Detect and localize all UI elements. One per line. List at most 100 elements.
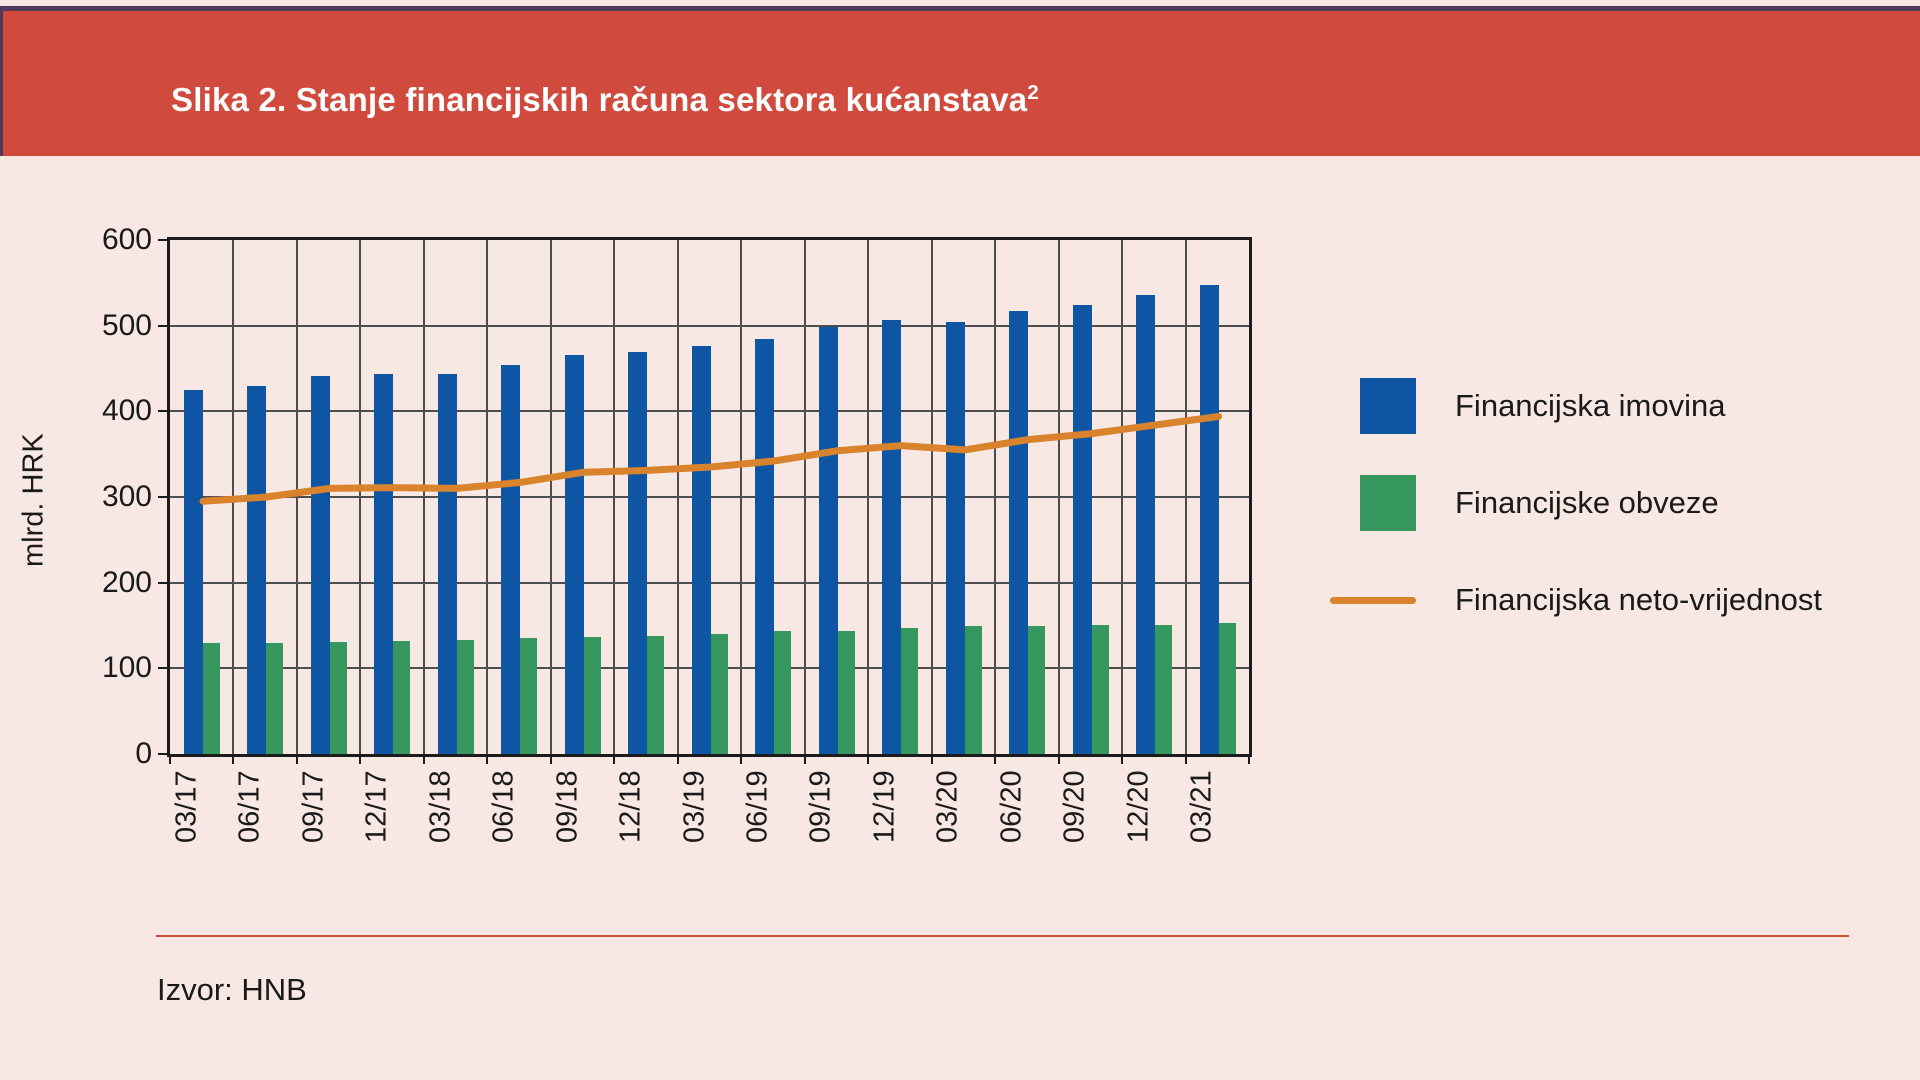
- x-tick-label-06/19: 06/19: [741, 770, 774, 843]
- liability-bar-06/18: [520, 638, 538, 754]
- y-axis-title: mlrd. HRK: [17, 433, 50, 567]
- v-gridline: [295, 240, 298, 754]
- h-gridline-500: [170, 324, 1249, 327]
- x-tick-label-09/17: 09/17: [297, 770, 330, 843]
- x-axis-tick: [930, 757, 933, 764]
- x-axis-tick: [422, 757, 425, 764]
- x-tick-label-09/20: 09/20: [1058, 770, 1091, 843]
- x-tick-label-09/19: 09/19: [804, 770, 837, 843]
- net-worth-line: [199, 413, 1223, 505]
- v-gridline: [549, 240, 552, 754]
- v-gridline: [676, 240, 679, 754]
- y-axis-tick: [158, 324, 167, 327]
- liability-bar-03/21: [1218, 622, 1236, 754]
- asset-bar-12/19: [882, 319, 902, 754]
- x-axis-tick: [549, 757, 552, 764]
- v-gridline: [867, 240, 870, 754]
- asset-bar-09/17: [310, 376, 330, 754]
- y-tick-label-400: 400: [101, 394, 152, 428]
- asset-bar-06/19: [755, 338, 775, 754]
- chart-plot-inner: [169, 240, 1250, 764]
- x-axis-tick: [359, 757, 362, 764]
- x-tick-label-03/20: 03/20: [931, 770, 964, 843]
- y-tick-label-0: 0: [135, 737, 152, 770]
- liability-bar-09/20: [1091, 624, 1109, 754]
- y-axis-tick: [158, 753, 167, 755]
- asset-bar-09/20: [1072, 305, 1092, 754]
- x-axis-tick: [676, 757, 679, 764]
- x-tick-label-03/19: 03/19: [678, 770, 710, 843]
- asset-bar-03/21: [1199, 285, 1219, 754]
- legend-swatch-2: [1360, 475, 1416, 531]
- v-gridline: [422, 240, 425, 754]
- source-note: Izvor: HNB: [157, 972, 307, 1007]
- asset-bar-12/20: [1136, 294, 1156, 754]
- liability-bar-03/19: [710, 634, 728, 754]
- v-gridline: [930, 240, 933, 754]
- x-axis-tick: [232, 757, 235, 764]
- liability-bar-03/17: [203, 642, 220, 754]
- liability-bar-03/20: [964, 626, 982, 754]
- liability-bar-06/17: [266, 642, 284, 754]
- liability-bar-12/17: [393, 640, 411, 754]
- v-gridline: [994, 240, 997, 754]
- y-axis-tick: [158, 496, 167, 498]
- asset-bar-03/20: [945, 322, 965, 754]
- asset-bar-06/17: [247, 385, 267, 754]
- liability-bar-06/19: [774, 631, 792, 754]
- y-axis-tick: [158, 410, 167, 413]
- asset-bar-12/17: [374, 374, 394, 754]
- y-tick-label-600: 600: [101, 223, 152, 256]
- page-top-border: [0, 6, 1920, 11]
- x-axis-tick: [295, 757, 298, 764]
- x-axis-tick: [867, 757, 870, 764]
- x-tick-label-12/18: 12/18: [614, 770, 647, 843]
- x-axis-tick: [613, 757, 616, 764]
- v-gridline: [613, 240, 616, 754]
- liability-bar-12/20: [1155, 624, 1173, 754]
- legend-label-3: Financijska neto-vrijednost: [1455, 582, 1823, 617]
- x-axis-tick: [169, 757, 171, 764]
- v-gridline: [803, 240, 806, 754]
- y-axis-tick: [158, 581, 167, 584]
- x-tick-label-03/18: 03/18: [424, 770, 457, 843]
- asset-bar-09/18: [564, 354, 584, 754]
- v-gridline: [486, 240, 489, 754]
- x-axis-tick: [1057, 757, 1060, 764]
- asset-bar-03/19: [691, 346, 711, 754]
- y-tick-label-500: 500: [101, 308, 152, 342]
- liability-bar-12/19: [901, 628, 919, 754]
- liability-bar-12/18: [647, 635, 665, 754]
- legend-label-1: Financijska imovina: [1455, 388, 1726, 423]
- chart-plot-area: [167, 237, 1252, 764]
- v-gridline: [1184, 240, 1187, 754]
- v-gridline: [1121, 240, 1124, 754]
- x-tick-label-12/17: 12/17: [360, 770, 393, 843]
- x-axis-tick: [1184, 757, 1187, 764]
- legend-label-2: Financijske obveze: [1455, 485, 1719, 520]
- x-axis-tick: [486, 757, 489, 764]
- liability-bar-09/17: [329, 641, 347, 754]
- x-tick-label-12/19: 12/19: [868, 770, 901, 843]
- footer-divider: [156, 935, 1849, 937]
- liability-bar-09/19: [837, 630, 855, 754]
- y-axis-tick: [158, 239, 167, 241]
- y-tick-label-100: 100: [101, 651, 152, 685]
- asset-bar-06/18: [501, 365, 521, 754]
- v-gridline: [1057, 240, 1060, 754]
- liability-bar-09/18: [583, 637, 601, 754]
- x-tick-label-06/20: 06/20: [995, 770, 1028, 843]
- legend-line-swatch: [1330, 597, 1416, 604]
- figure-title-text: Slika 2. Stanje financijskih računa sekt…: [171, 81, 1028, 118]
- x-axis-tick: [803, 757, 806, 764]
- x-tick-label-12/20: 12/20: [1122, 770, 1155, 843]
- liability-bar-06/20: [1028, 625, 1046, 754]
- x-tick-label-06/18: 06/18: [487, 770, 520, 843]
- y-tick-label-300: 300: [101, 480, 152, 513]
- x-tick-label-03/21: 03/21: [1185, 770, 1218, 843]
- x-tick-label-09/18: 09/18: [551, 770, 584, 843]
- figure-title: Slika 2. Stanje financijskih računa sekt…: [171, 81, 1039, 119]
- x-tick-label-03/17: 03/17: [170, 770, 203, 843]
- asset-bar-06/20: [1009, 311, 1029, 754]
